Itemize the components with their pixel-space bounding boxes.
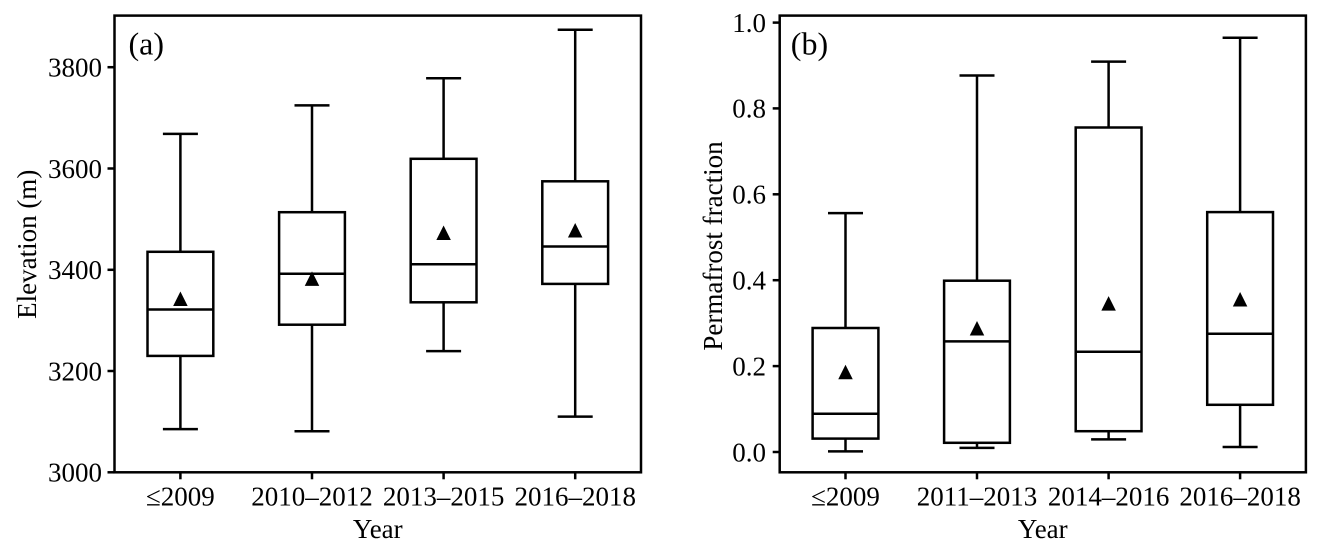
- svg-text:2016–2018: 2016–2018: [514, 482, 636, 512]
- svg-text:Elevation (m): Elevation (m): [12, 170, 42, 319]
- svg-text:0.4: 0.4: [732, 266, 766, 296]
- svg-text:2016–2018: 2016–2018: [1179, 482, 1301, 512]
- svg-text:0.8: 0.8: [732, 94, 766, 124]
- svg-text:Year: Year: [353, 514, 403, 544]
- svg-text:≤2009: ≤2009: [811, 482, 880, 512]
- svg-text:1.0: 1.0: [732, 8, 766, 38]
- svg-text:(a): (a): [129, 26, 165, 62]
- svg-text:3400: 3400: [48, 255, 102, 285]
- svg-text:0.0: 0.0: [732, 437, 766, 467]
- svg-text:3200: 3200: [48, 356, 102, 386]
- svg-text:0.2: 0.2: [732, 351, 766, 381]
- svg-text:2011–2013: 2011–2013: [917, 482, 1038, 512]
- svg-text:2010–2012: 2010–2012: [251, 482, 373, 512]
- svg-text:≤2009: ≤2009: [146, 482, 215, 512]
- svg-text:3600: 3600: [48, 154, 102, 184]
- svg-text:0.6: 0.6: [732, 180, 766, 210]
- svg-text:(b): (b): [791, 26, 828, 62]
- svg-text:Permafrost fraction: Permafrost fraction: [698, 141, 728, 351]
- svg-text:Year: Year: [1018, 514, 1068, 544]
- svg-text:2013–2015: 2013–2015: [383, 482, 505, 512]
- svg-text:3000: 3000: [48, 458, 102, 488]
- svg-text:3800: 3800: [48, 53, 102, 83]
- svg-text:2014–2016: 2014–2016: [1048, 482, 1170, 512]
